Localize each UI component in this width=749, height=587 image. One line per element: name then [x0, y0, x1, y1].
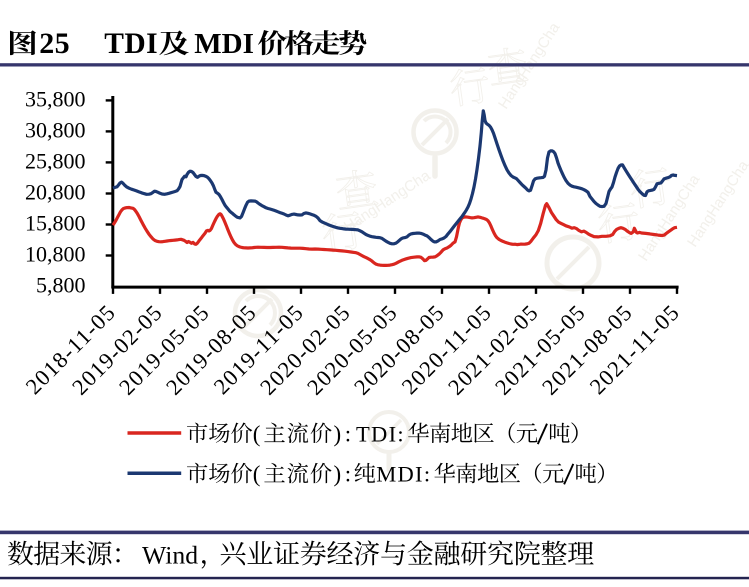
svg-text:10,800: 10,800	[25, 241, 86, 266]
svg-text:5,800: 5,800	[36, 272, 86, 297]
svg-text:): )	[334, 462, 342, 487]
svg-text:Wind: Wind	[142, 540, 198, 569]
svg-text:30,800: 30,800	[25, 117, 86, 142]
svg-text:TDI: TDI	[104, 28, 158, 60]
svg-text::: :	[345, 462, 351, 487]
svg-text:20,800: 20,800	[25, 179, 86, 204]
svg-text:TDI:: TDI:	[356, 421, 405, 446]
svg-text:25: 25	[39, 27, 70, 60]
svg-text:35,800: 35,800	[25, 86, 86, 111]
svg-text::: :	[345, 421, 351, 446]
svg-text:MDI:: MDI:	[376, 462, 431, 487]
svg-text:(: (	[253, 421, 261, 446]
svg-text:(: (	[253, 462, 261, 487]
svg-text:15,800: 15,800	[25, 210, 86, 235]
svg-text:): )	[334, 421, 342, 446]
svg-text:MDI: MDI	[194, 28, 254, 60]
svg-text:25,800: 25,800	[25, 148, 86, 173]
